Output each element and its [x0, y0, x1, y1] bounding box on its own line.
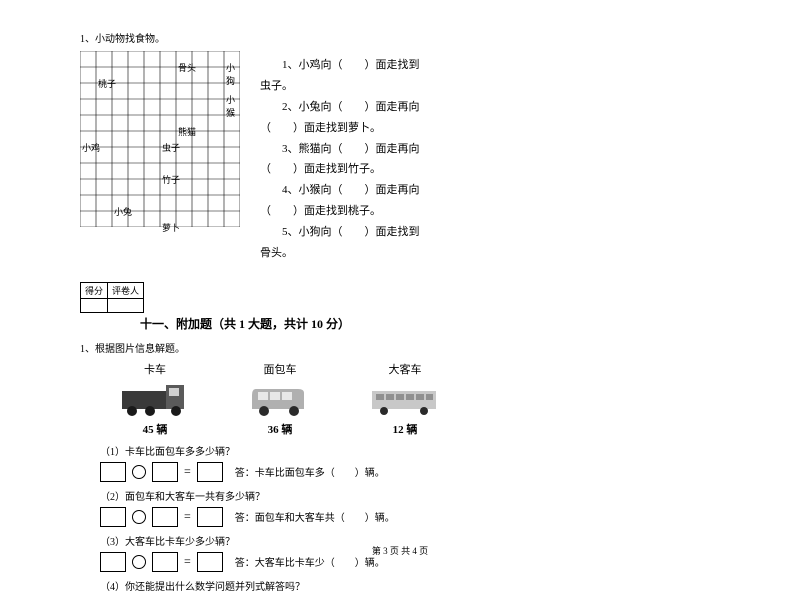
grid-label: 骨头: [178, 61, 196, 74]
grid-label: 桃子: [98, 77, 116, 90]
van-name: 面包车: [250, 361, 310, 377]
right-questions: 1、小鸡向（ ）面走找到 虫子。 2、小兔向（ ）面走再向 （ ）面走找到萝卜。…: [260, 51, 720, 264]
grid-label: 小鸡: [82, 141, 100, 154]
subq4: （4）你还能提出什么数学问题并列式解答吗？: [100, 578, 720, 593]
ans1: 答：卡车比面包车多（ ）辆。: [235, 464, 385, 479]
vehicle-row: 卡车 45 辆 面包车 36 辆: [120, 361, 720, 437]
subq2: （2）面包车和大客车一共有多少辆？: [100, 488, 720, 503]
truck-count: 45 辆: [120, 421, 190, 437]
grid-label: 小狗: [226, 61, 240, 87]
eq2: = 答：面包车和大客车共（ ）辆。: [100, 507, 720, 527]
score-col1: 得分: [81, 282, 108, 298]
subq1: （1）卡车比面包车多多少辆？: [100, 443, 720, 458]
rq1b: 虫子。: [260, 76, 720, 97]
grid-label: 虫子: [162, 141, 180, 154]
score-blank1: [81, 298, 108, 312]
van-count: 36 辆: [250, 421, 310, 437]
grid-box: 骨头 小狗桃子小猴熊猫虫子 小鸡竹子小兔萝卜: [80, 51, 240, 264]
vehicle-bus: 大客车 12 辆: [370, 361, 440, 437]
ans2: 答：面包车和大客车共（ ）辆。: [235, 509, 395, 524]
equals: =: [184, 509, 191, 524]
rq5b: 骨头。: [260, 243, 720, 264]
bus-img: [370, 381, 440, 417]
truck-icon: [120, 383, 190, 417]
op-circle: [132, 510, 146, 524]
bus-name: 大客车: [370, 361, 440, 377]
box: [197, 507, 223, 527]
box: [152, 507, 178, 527]
bus-icon: [370, 387, 440, 417]
grid-label: 小猴: [226, 93, 240, 119]
rq2a: 2、小兔向（ ）面走再向: [260, 97, 720, 118]
bus-count: 12 辆: [370, 421, 440, 437]
rq2b: （ ）面走找到萝卜。: [260, 118, 720, 139]
op-circle: [132, 465, 146, 479]
truck-name: 卡车: [120, 361, 190, 377]
truck-img: [120, 381, 190, 417]
box: [100, 507, 126, 527]
score-blank2: [108, 298, 144, 312]
question-1-title: 1、小动物找食物。: [80, 30, 720, 45]
eq1: = 答：卡车比面包车多（ ）辆。: [100, 462, 720, 482]
box: [152, 462, 178, 482]
rq4b: （ ）面走找到桃子。: [260, 201, 720, 222]
top-section: 骨头 小狗桃子小猴熊猫虫子 小鸡竹子小兔萝卜 1、小鸡向（ ）面走找到 虫子。 2、…: [80, 51, 720, 264]
section-title: 十一、附加题（共 1 大题，共计 10 分）: [140, 315, 720, 332]
van-icon: [250, 383, 310, 417]
vehicle-van: 面包车 36 辆: [250, 361, 310, 437]
score-table: 得分 评卷人: [80, 282, 144, 313]
grid-label: 熊猫: [178, 125, 196, 138]
rq1a: 1、小鸡向（ ）面走找到: [260, 55, 720, 76]
box: [197, 462, 223, 482]
equals: =: [184, 464, 191, 479]
picq-title: 1、根据图片信息解题。: [80, 340, 720, 355]
rq4a: 4、小猴向（ ）面走再向: [260, 180, 720, 201]
grid-label: 萝卜: [162, 221, 180, 234]
score-row: 得分 评卷人: [80, 282, 720, 313]
vehicle-truck: 卡车 45 辆: [120, 361, 190, 437]
rq3a: 3、熊猫向（ ）面走再向: [260, 139, 720, 160]
op-circle: [132, 555, 146, 569]
rq5a: 5、小狗向（ ）面走找到: [260, 222, 720, 243]
box: [100, 462, 126, 482]
grid-label: 竹子: [162, 173, 180, 186]
van-img: [250, 381, 310, 417]
rq3b: （ ）面走找到竹子。: [260, 159, 720, 180]
score-col2: 评卷人: [108, 282, 144, 298]
page-footer: 第 3 页 共 4 页: [0, 544, 800, 557]
grid-label: 小兔: [114, 205, 132, 218]
